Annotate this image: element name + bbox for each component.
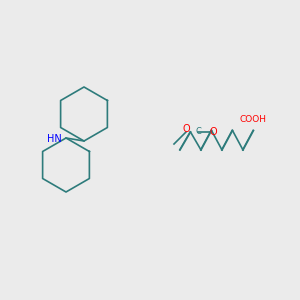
Text: C: C bbox=[195, 128, 201, 136]
Text: HN: HN bbox=[46, 134, 62, 145]
Text: O: O bbox=[209, 127, 217, 137]
Text: O: O bbox=[182, 124, 190, 134]
Text: COOH: COOH bbox=[240, 116, 267, 124]
